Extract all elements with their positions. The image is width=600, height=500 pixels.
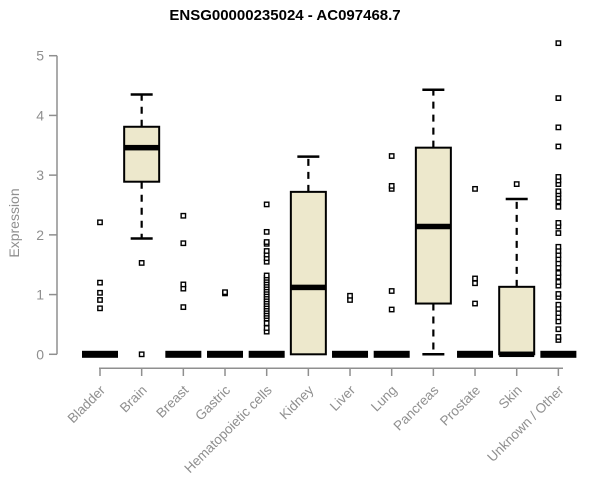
svg-text:Liver: Liver xyxy=(327,382,359,414)
svg-text:Skin: Skin xyxy=(496,383,525,412)
svg-text:Gastric: Gastric xyxy=(192,382,233,423)
svg-text:Lung: Lung xyxy=(368,383,400,415)
svg-text:Bladder: Bladder xyxy=(65,382,109,426)
chart-title: ENSG00000235024 - AC097468.7 xyxy=(169,7,401,24)
svg-text:Kidney: Kidney xyxy=(277,382,317,422)
svg-text:Prostate: Prostate xyxy=(437,383,483,429)
svg-text:Expression: Expression xyxy=(6,188,22,257)
svg-text:5: 5 xyxy=(36,48,44,64)
svg-text:0: 0 xyxy=(36,346,44,362)
svg-text:2: 2 xyxy=(36,227,44,243)
svg-text:Unknown / Other: Unknown / Other xyxy=(484,382,567,465)
svg-text:4: 4 xyxy=(36,107,44,123)
svg-text:1: 1 xyxy=(36,287,44,303)
svg-text:Breast: Breast xyxy=(153,382,191,420)
svg-text:3: 3 xyxy=(36,167,44,183)
svg-text:Brain: Brain xyxy=(117,383,150,416)
svg-text:Pancreas: Pancreas xyxy=(391,382,442,433)
